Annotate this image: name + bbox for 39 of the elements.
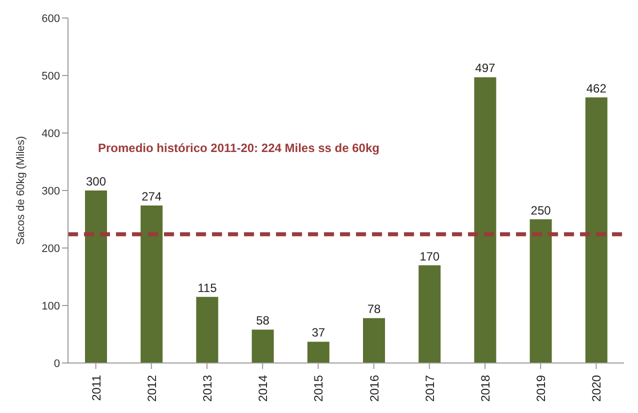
ref-line-label: Promedio histórico 2011-20: 224 Miles ss de 60kg: [98, 141, 380, 156]
x-tick-label: 2011: [89, 374, 104, 401]
data-label: 115: [198, 280, 218, 295]
y-tick-label: 100: [42, 300, 60, 312]
y-tick-label: 500: [42, 70, 60, 82]
bar: [196, 296, 218, 363]
x-tick-label: 2019: [534, 374, 548, 402]
x-tick-label: 2018: [478, 374, 493, 402]
bar: [530, 219, 552, 363]
y-tick-label: 400: [42, 128, 60, 140]
bar: [307, 342, 330, 363]
y-tick-label: 600: [42, 12, 60, 25]
data-label: 462: [586, 81, 607, 96]
bar: [85, 190, 107, 363]
y-tick-label: 0: [54, 358, 60, 370]
data-label: 300: [86, 174, 106, 188]
data-label: 78: [367, 302, 381, 316]
bar: [140, 205, 163, 363]
bar: [474, 77, 496, 363]
bar: [585, 97, 608, 363]
data-label: 274: [142, 189, 162, 204]
y-tick-label: 200: [42, 242, 60, 255]
data-label: 37: [312, 326, 326, 340]
bar: [418, 265, 441, 363]
x-tick-label: 2014: [256, 374, 270, 402]
data-label: 497: [475, 61, 496, 76]
x-tick-label: 2016: [367, 374, 382, 402]
x-tick-label: 2015: [312, 374, 326, 402]
data-label: 58: [256, 314, 270, 328]
data-label: 170: [420, 249, 440, 264]
y-tick-label: 300: [42, 185, 60, 198]
y-axis-title: Sacos de 60kg (Miles): [14, 136, 27, 245]
x-tick-label: 2012: [144, 374, 159, 402]
bar: [363, 318, 385, 363]
bar: [252, 330, 274, 363]
x-tick-label: 2017: [422, 374, 437, 402]
data-label: 250: [530, 203, 552, 218]
x-tick-label: 2013: [200, 374, 215, 402]
x-tick-label: 2020: [590, 374, 604, 402]
